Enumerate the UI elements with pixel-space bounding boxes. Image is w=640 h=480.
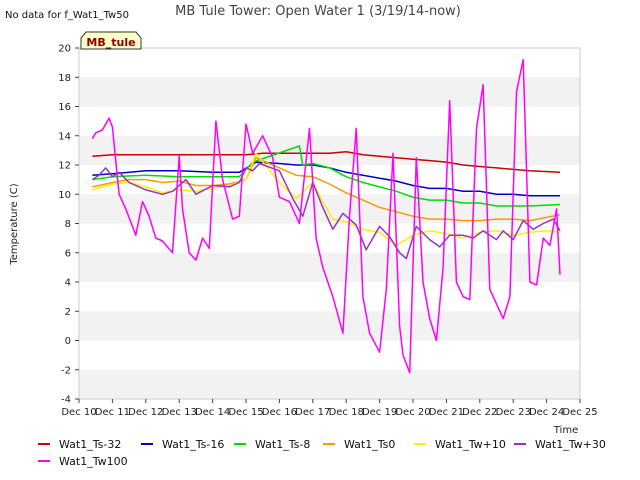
x-tick-label: Dec 18 [329,407,364,418]
series-layer [91,58,561,374]
grid-band [79,135,580,165]
y-tick-label: 0 [65,336,71,347]
grid-bands [79,77,580,399]
grid-band [79,252,580,282]
y-axis-label: Temperature (C) [9,183,20,265]
legend-label: Wat1_Ts-32 [59,438,121,451]
badge-shape [80,31,142,50]
legend-item: Wat1_Ts-16 [141,438,224,451]
x-tick-label: Dec 23 [496,407,531,418]
no-data-note: No data for f_Wat1_Tw50 [5,10,129,21]
x-tick-label: Dec 10 [61,407,96,418]
y-tick-label: 18 [58,73,71,84]
legend-item: Wat1_Tw+10 [414,438,506,451]
legend-item: Wat1_Tw100 [38,455,128,468]
y-tick-label: 20 [58,44,71,55]
legend-item: Wat1_Tw+30 [514,438,606,451]
x-tick-label: Dec 16 [262,407,297,418]
legend-item: Wat1_Ts-8 [234,438,310,451]
x-tick-label: Dec 17 [295,407,330,418]
y-tick-label: 4 [65,278,71,289]
series-line-wat1-tw-30 [91,162,561,260]
x-tick-label: Dec 11 [95,407,130,418]
y-tick-label: 16 [58,102,71,113]
series-line-wat1-ts-16 [92,161,560,197]
x-tick-label: Dec 25 [562,407,597,418]
legend-item: Wat1_Ts0 [323,438,395,451]
series-line-wat1-tw100 [91,58,561,374]
grid-band [79,369,580,399]
legend-label: Wat1_Ts-16 [162,438,224,451]
legend: Wat1_Ts-32 Wat1_Ts-16 Wat1_Ts-8 Wat1_Ts0 Wat… [38,438,606,468]
legend-label: Wat1_Tw100 [59,455,128,468]
series-line-wat1-ts-8 [92,145,561,207]
legend-label: Wat1_Tw+30 [535,438,606,451]
x-tick-label: Dec 13 [162,407,197,418]
x-tick-label: Dec 14 [195,407,230,418]
chart-title: MB Tule Tower: Open Water 1 (3/19/14-now… [175,4,461,19]
x-tick-label: Dec 19 [362,407,397,418]
station-badge: MB_tule [80,31,142,50]
x-axis-label: Time [553,425,578,436]
x-tick-label: Dec 22 [462,407,497,418]
y-tick-label: -4 [61,395,71,406]
badge-label: MB_tule [86,36,135,49]
y-tick-label: 8 [65,219,71,230]
y-tick-label: 10 [58,190,71,201]
series-line-wat1-ts0 [92,156,561,222]
y-tick-label: 14 [58,131,71,142]
y-tick-label: 12 [58,161,71,172]
legend-label: Wat1_Tw+10 [435,438,506,451]
x-tick-label: Dec 20 [395,407,430,418]
grid-band [79,311,580,341]
y-axis: -4 -2 0 2 4 6 8 10 12 14 16 18 20 [58,44,79,406]
y-tick-label: -2 [61,365,71,376]
x-tick-label: Dec 15 [228,407,263,418]
y-tick-label: 6 [65,248,71,259]
legend-label: Wat1_Ts0 [344,438,395,451]
grid-band [79,77,580,107]
x-tick-label: Dec 24 [529,407,564,418]
legend-label: Wat1_Ts-8 [255,438,310,451]
x-tick-label: Dec 21 [429,407,464,418]
x-tick-label: Dec 12 [128,407,163,418]
y-tick-label: 2 [65,307,71,318]
legend-item: Wat1_Ts-32 [38,438,121,451]
